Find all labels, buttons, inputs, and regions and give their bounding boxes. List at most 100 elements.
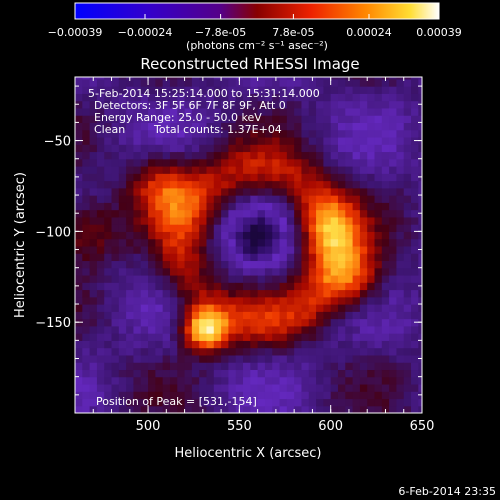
heatmap-cell [396, 136, 405, 145]
heatmap-cell [330, 224, 339, 232]
heatmap-cell [381, 325, 390, 334]
heatmap-cell [191, 267, 200, 276]
heatmap-cell [228, 405, 237, 413]
heatmap-cell [257, 260, 266, 269]
heatmap-cell [184, 195, 193, 203]
heatmap-cell [221, 311, 230, 320]
heatmap-cell [308, 304, 317, 312]
heatmap-cell [96, 376, 105, 385]
heatmap-cell [96, 245, 105, 254]
heatmap-cell [206, 100, 215, 109]
heatmap-cell [294, 224, 303, 232]
heatmap-cell [199, 398, 208, 407]
heatmap-cell [381, 136, 390, 145]
heatmap-cell [389, 86, 398, 94]
heatmap-cell [308, 260, 317, 269]
heatmap-cell [294, 107, 303, 116]
heatmap-cell [294, 376, 303, 385]
heatmap-cell [272, 304, 281, 312]
heatmap-cell [235, 398, 244, 407]
heatmap-cell [286, 362, 295, 371]
heatmap-cell [184, 304, 193, 312]
heatmap-cell [155, 100, 164, 109]
heatmap-cell [403, 405, 412, 413]
heatmap-cell [213, 398, 222, 407]
heatmap-cell [367, 224, 376, 232]
heatmap-cell [235, 216, 244, 225]
x-tick-label: 600 [318, 419, 343, 434]
heatmap-cell [148, 311, 156, 320]
heatmap-cell [82, 77, 91, 80]
heatmap-cell [155, 78, 164, 87]
heatmap-cell [243, 165, 251, 174]
heatmap-cell [272, 107, 281, 116]
heatmap-cell [155, 173, 164, 182]
heatmap-cell [213, 180, 222, 189]
heatmap-cell [82, 318, 91, 327]
heatmap-cell [243, 115, 251, 123]
heatmap-cell [337, 383, 346, 392]
heatmap-cell [89, 115, 98, 123]
heatmap-cell [199, 311, 208, 320]
heatmap-cell [235, 376, 244, 385]
heatmap-cell [177, 245, 186, 254]
heatmap-cell [243, 173, 251, 182]
heatmap-cell [162, 107, 171, 116]
y-tick-label: −100 [35, 225, 71, 240]
heatmap-cell [367, 115, 376, 123]
heatmap-cell [352, 333, 361, 341]
heatmap-cell [286, 267, 295, 276]
heatmap-cell [177, 267, 186, 276]
heatmap-cell [257, 165, 266, 174]
heatmap-cell [250, 158, 259, 167]
heatmap-cell [389, 173, 398, 182]
heatmap-cell [191, 304, 200, 312]
heatmap-cell [316, 93, 324, 102]
heatmap-cell [411, 115, 419, 123]
heatmap-cells [75, 77, 422, 413]
heatmap-cell [367, 325, 376, 334]
heatmap-cell [257, 78, 266, 87]
heatmap-cell [199, 347, 208, 356]
heatmap-cell [118, 296, 127, 305]
heatmap-cell [279, 107, 288, 116]
heatmap-cell [403, 151, 412, 160]
heatmap-cell [264, 224, 273, 232]
heatmap-cell [162, 78, 171, 87]
heatmap-cell [330, 253, 339, 262]
heatmap-cell [104, 173, 113, 182]
heatmap-cell [221, 347, 230, 356]
heatmap-cell [235, 187, 244, 196]
heatmap-cell [381, 107, 390, 116]
heatmap-cell [155, 180, 164, 189]
heatmap-cell [104, 383, 113, 392]
heatmap-cell [169, 136, 178, 145]
heatmap-cell [257, 354, 266, 363]
heatmap-cell [264, 333, 273, 341]
heatmap-cell [352, 78, 361, 87]
heatmap-cell [199, 202, 208, 211]
heatmap-cell [75, 383, 83, 392]
heatmap-cell [221, 151, 230, 160]
heatmap-cell [133, 354, 142, 363]
heatmap-cell [396, 304, 405, 312]
heatmap-cell [345, 274, 354, 283]
heatmap-cell [118, 115, 127, 123]
heatmap-cell [221, 260, 230, 269]
heatmap-cell [286, 122, 295, 131]
heatmap-cell [301, 77, 310, 80]
heatmap-cell [411, 405, 419, 413]
heatmap-cell [111, 318, 120, 327]
heatmap-cell [82, 173, 91, 182]
heatmap-cell [169, 238, 178, 247]
heatmap-cell [323, 282, 332, 291]
heatmap-cell [367, 187, 376, 196]
heatmap-cell [104, 158, 113, 167]
heatmap-cell [301, 311, 310, 320]
heatmap-cell [140, 122, 149, 131]
heatmap-cell [345, 224, 354, 232]
heatmap-cell [162, 231, 171, 240]
heatmap-cell [228, 333, 237, 341]
heatmap-cell [294, 245, 303, 254]
heatmap-cell [330, 245, 339, 254]
